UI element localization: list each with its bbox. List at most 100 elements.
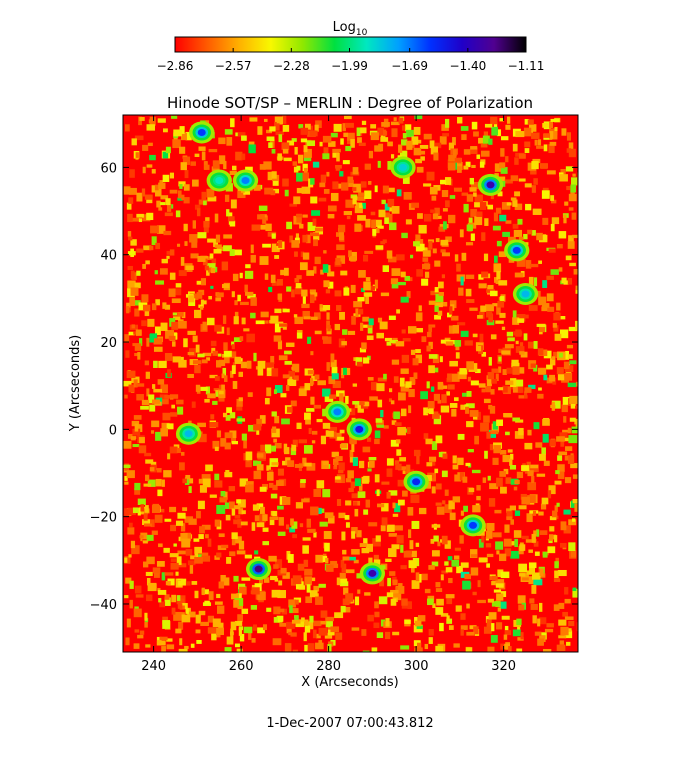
map-speckle: [271, 411, 277, 417]
map-speckle: [422, 263, 431, 270]
map-speckle: [538, 296, 547, 306]
map-speckle: [226, 636, 234, 645]
map-speckle: [264, 444, 272, 454]
map-speckle: [477, 599, 486, 604]
map-speckle: [512, 317, 520, 325]
map-speckle: [132, 428, 141, 436]
map-speckle: [134, 629, 140, 633]
map-speckle: [306, 463, 316, 471]
map-speckle: [446, 615, 450, 622]
map-speckle: [245, 481, 254, 485]
map-speckle: [492, 532, 502, 538]
map-speckle: [361, 288, 366, 292]
map-speckle: [169, 272, 176, 280]
map-speckle: [417, 213, 423, 219]
map-speckle: [451, 408, 457, 417]
map-speckle: [319, 304, 323, 311]
map-speckle: [543, 648, 552, 652]
map-speckle: [380, 619, 386, 627]
map-speckle: [460, 404, 467, 410]
map-speckle: [432, 248, 437, 254]
map-speckle: [517, 386, 524, 393]
map-speckle: [268, 482, 274, 488]
map-speckle: [380, 525, 386, 532]
map-speckle: [567, 382, 577, 388]
map-speckle: [521, 465, 530, 471]
map-speckle: [488, 138, 493, 145]
map-speckle: [352, 187, 357, 192]
map-speckle: [284, 350, 292, 355]
map-speckle: [411, 202, 419, 208]
map-speckle: [386, 341, 392, 346]
map-speckle: [457, 322, 466, 326]
map-speckle: [555, 515, 559, 520]
map-speckle: [178, 359, 187, 368]
map-speckle: [144, 194, 153, 200]
map-speckle: [236, 648, 243, 652]
map-speckle: [146, 388, 150, 397]
map-speckle: [216, 430, 222, 438]
map-speckle: [141, 399, 150, 406]
map-speckle: [322, 135, 332, 143]
map-speckle: [157, 379, 165, 385]
map-speckle: [194, 590, 199, 599]
map-speckle: [551, 199, 557, 204]
map-speckle: [215, 297, 222, 302]
map-speckle: [200, 386, 208, 391]
map-speckle: [370, 381, 378, 391]
map-speckle: [182, 507, 188, 512]
map-speckle: [165, 146, 171, 154]
map-speckle: [302, 310, 310, 319]
map-speckle: [391, 268, 401, 276]
map-speckle: [546, 623, 554, 628]
map-speckle: [426, 381, 430, 389]
map-speckle: [537, 139, 542, 146]
map-speckle: [454, 547, 461, 551]
map-speckle: [431, 441, 438, 450]
map-speckle: [470, 146, 478, 150]
map-speckle: [554, 126, 558, 132]
map-speckle: [351, 531, 356, 539]
map-speckle: [525, 203, 532, 211]
map-speckle: [359, 543, 367, 548]
map-speckle: [220, 438, 227, 447]
map-speckle: [153, 360, 158, 368]
map-speckle: [371, 219, 377, 229]
map-speckle: [198, 478, 205, 484]
map-speckle: [441, 190, 449, 198]
map-speckle: [139, 535, 144, 539]
map-speckle: [196, 639, 202, 644]
map-speckle: [536, 232, 543, 241]
map-speckle: [310, 292, 318, 297]
map-speckle: [538, 367, 547, 375]
map-speckle: [479, 202, 487, 210]
map-speckle: [253, 470, 262, 480]
map-speckle: [192, 179, 199, 187]
map-speckle: [371, 647, 378, 652]
map-speckle: [123, 380, 132, 387]
map-speckle: [531, 533, 536, 543]
map-speckle: [311, 210, 321, 216]
map-speckle: [245, 166, 253, 173]
map-speckle: [439, 356, 443, 363]
map-speckle: [291, 521, 298, 529]
map-speckle: [224, 502, 231, 509]
map-speckle: [289, 527, 296, 533]
map-speckle: [225, 415, 231, 421]
map-speckle: [472, 415, 478, 420]
map-speckle: [295, 283, 302, 289]
map-speckle: [567, 455, 575, 464]
map-speckle: [472, 333, 478, 338]
map-speckle: [408, 405, 412, 414]
map-speckle: [231, 536, 236, 546]
map-speckle: [289, 235, 293, 243]
map-speckle: [569, 417, 576, 422]
map-speckle: [197, 232, 207, 239]
map-speckle: [272, 510, 278, 517]
map-speckle: [501, 350, 511, 355]
map-speckle: [474, 216, 483, 226]
map-speckle: [506, 331, 514, 337]
map-speckle: [470, 567, 479, 576]
map-speckle: [290, 447, 297, 456]
map-speckle: [323, 250, 327, 254]
